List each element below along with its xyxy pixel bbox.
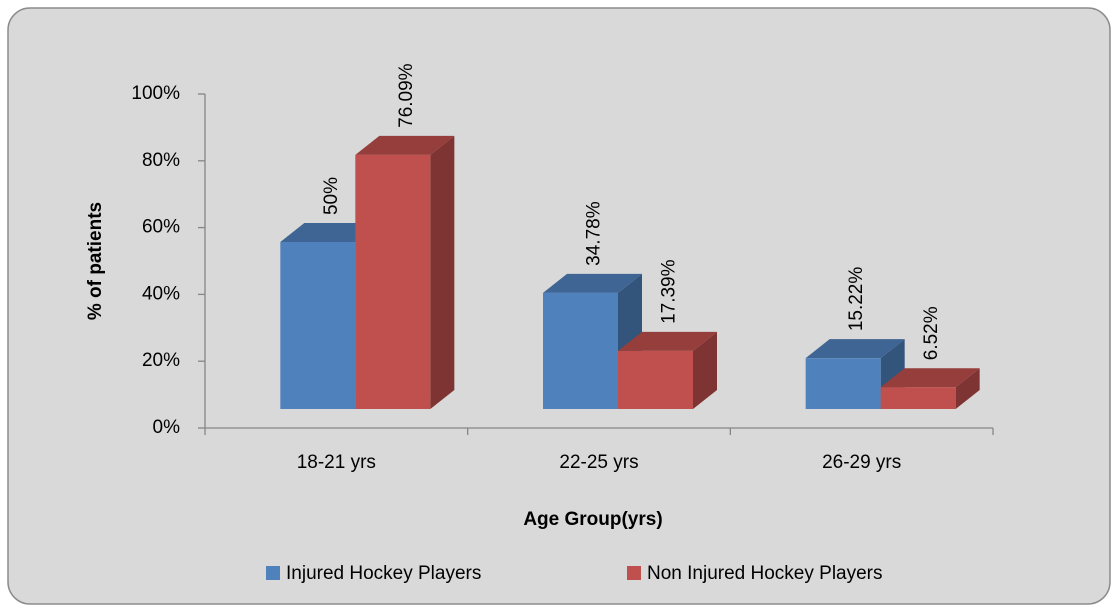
data-label: 17.39%: [659, 259, 680, 324]
bar: [618, 350, 693, 409]
bar-top: [805, 339, 905, 359]
x-tick-label: 18-21 yrs: [297, 452, 376, 473]
data-label: 15.22%: [846, 267, 867, 332]
bar: [280, 242, 356, 409]
y-tick-label: 60%: [142, 217, 180, 238]
legend-swatch: [627, 566, 641, 580]
bar-top: [543, 273, 642, 293]
data-label: 50%: [321, 177, 342, 215]
y-tick-label: 100%: [131, 83, 180, 104]
bar-side: [693, 331, 717, 409]
bar-top: [618, 331, 717, 351]
y-tick-label: 40%: [142, 283, 180, 304]
bar-side: [430, 135, 455, 409]
bar: [355, 154, 431, 409]
x-tick-label: 22-25 yrs: [559, 452, 638, 473]
bar-side: [955, 368, 980, 409]
data-label: 6.52%: [921, 306, 942, 360]
data-label: 34.78%: [584, 201, 605, 266]
y-tick-label: 0%: [153, 417, 181, 438]
legend-swatch: [266, 566, 280, 580]
bar-top: [880, 368, 980, 388]
y-axis-title: % of patients: [85, 202, 106, 320]
bar: [805, 358, 881, 409]
legend-label: Non Injured Hockey Players: [647, 563, 883, 584]
data-label: 76.09%: [396, 63, 417, 128]
y-tick-label: 20%: [142, 350, 180, 371]
bar: [543, 292, 618, 409]
x-axis-title: Age Group(yrs): [523, 509, 662, 530]
bar-top: [355, 135, 455, 155]
legend-label: Injured Hockey Players: [286, 563, 481, 584]
y-tick-label: 80%: [142, 150, 180, 171]
x-tick-label: 26-29 yrs: [822, 452, 901, 473]
bar: [880, 387, 956, 409]
bar-top: [280, 223, 380, 242]
